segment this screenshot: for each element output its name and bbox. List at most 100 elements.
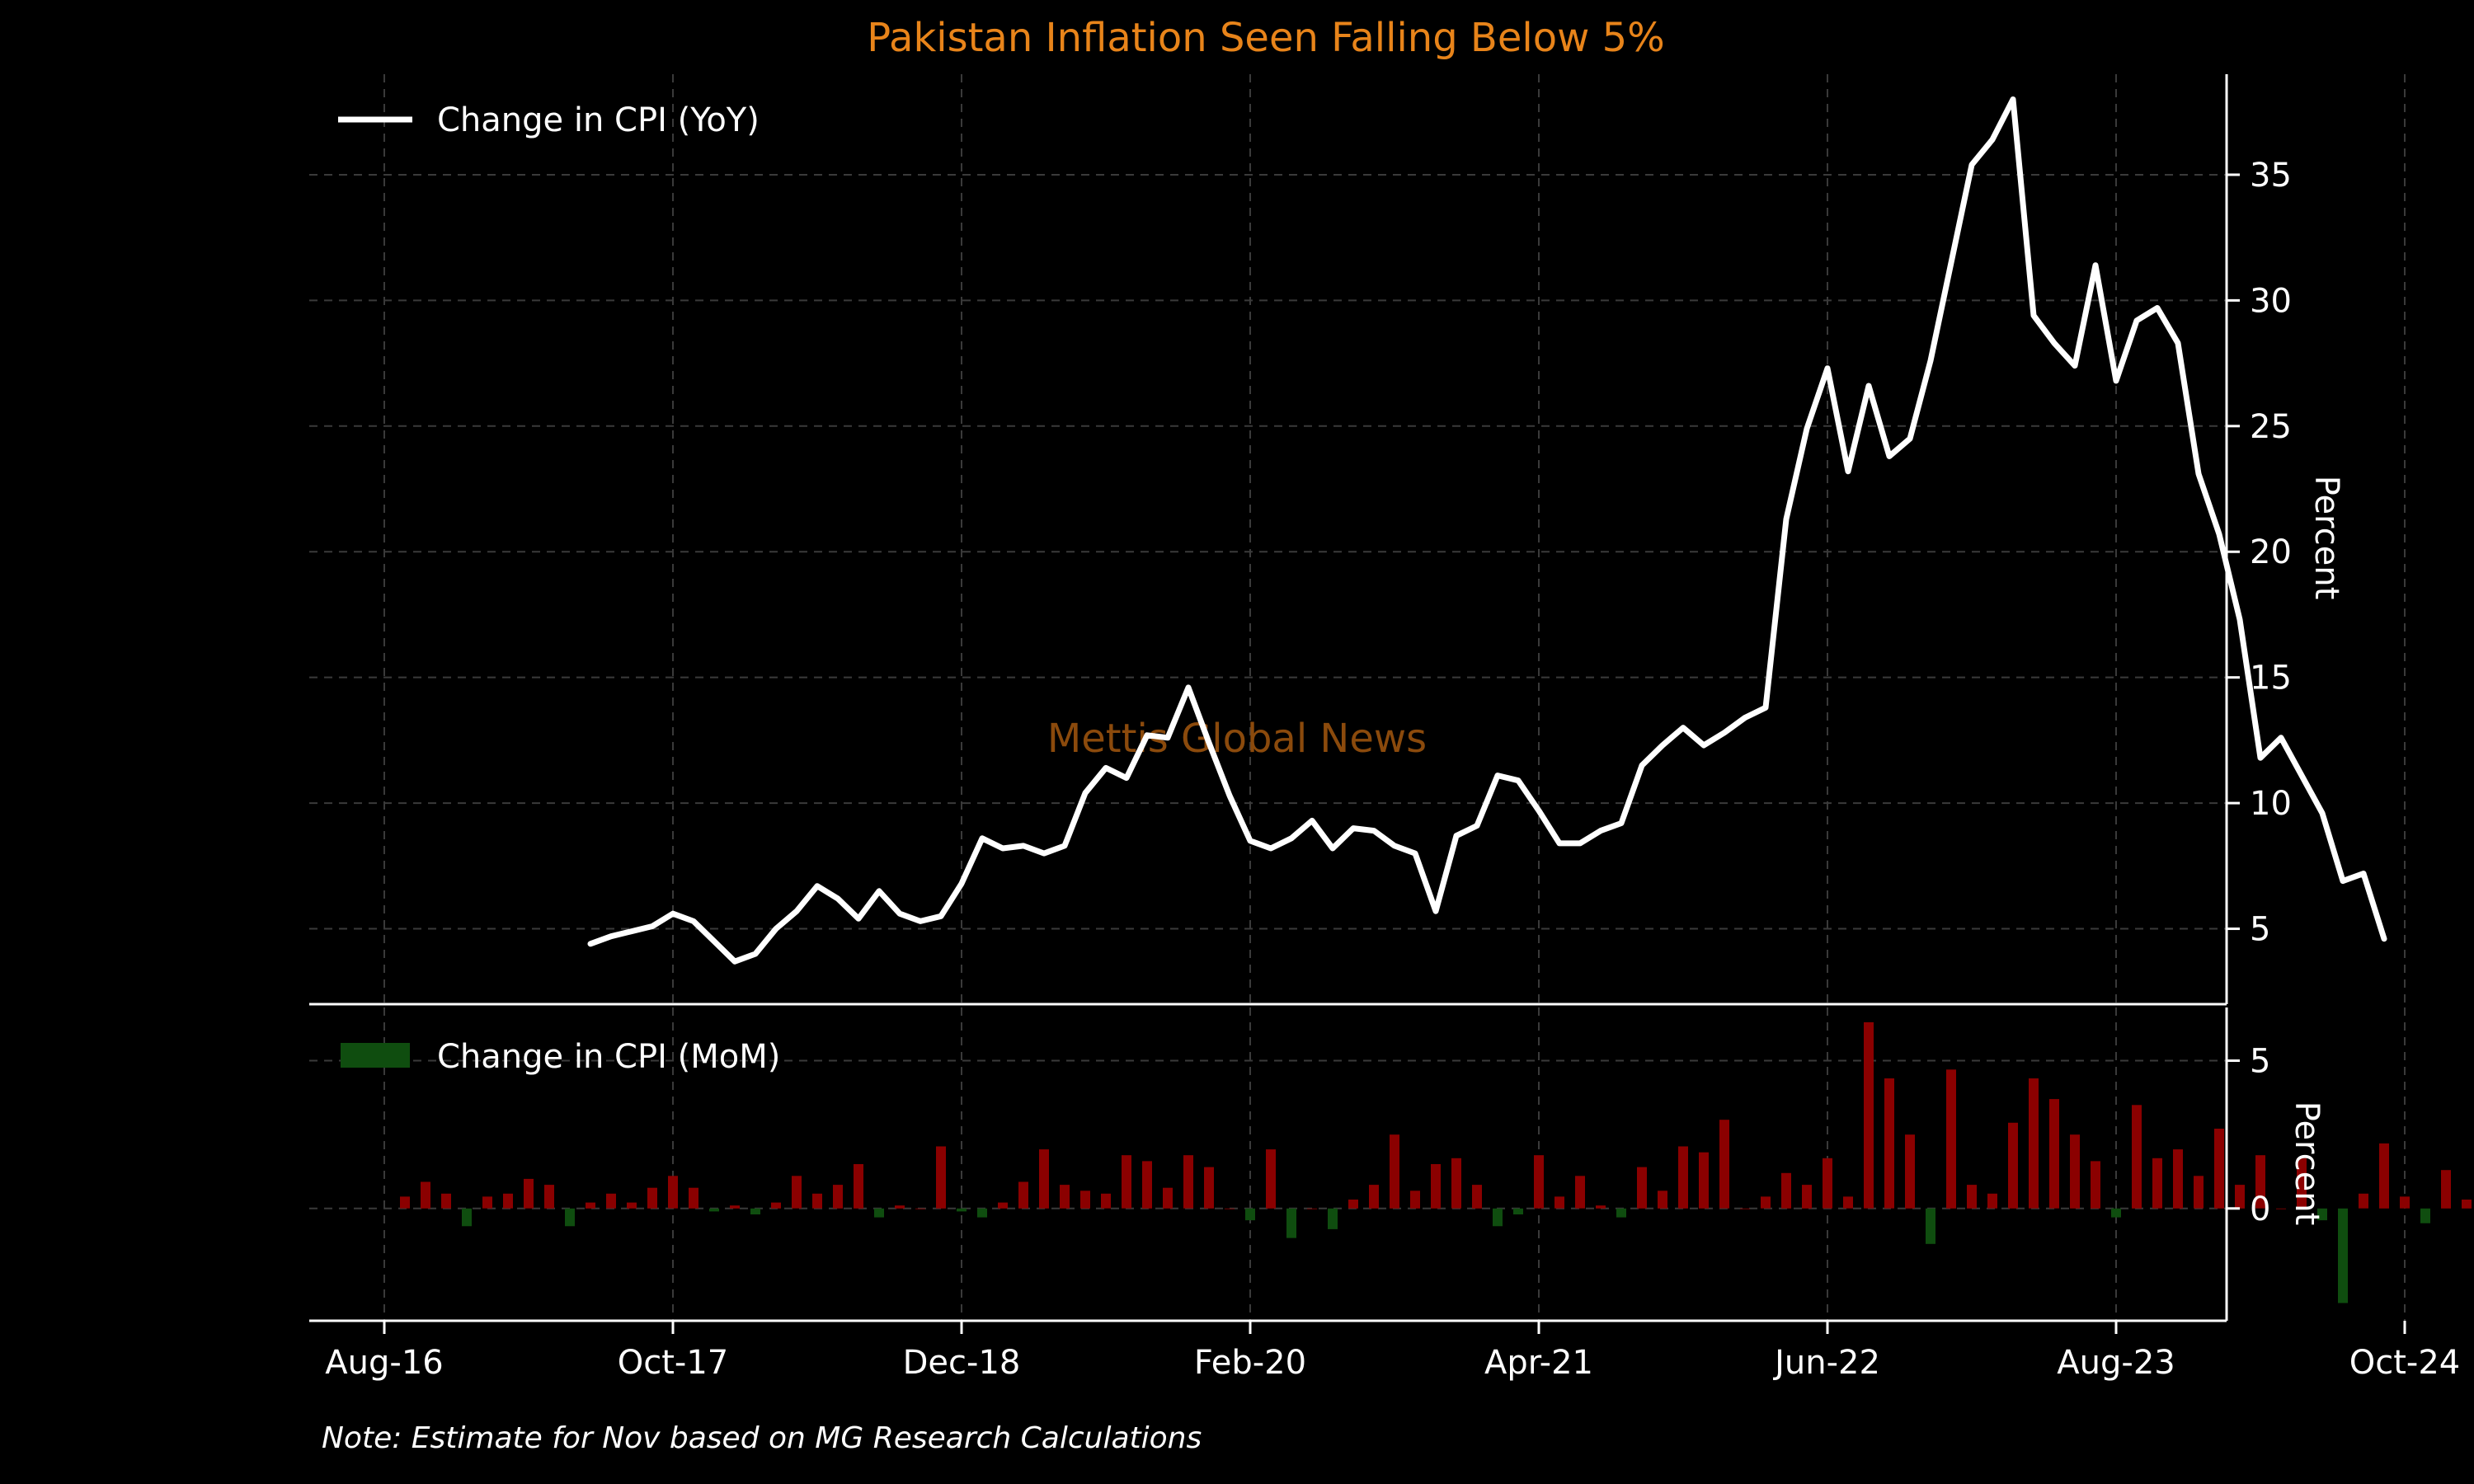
mom-bar — [524, 1178, 534, 1209]
yoy-y-axis: 5 10 15 20 25 30 35 — [309, 74, 2292, 1006]
mom-bar — [1905, 1134, 1915, 1209]
mom-bar — [1781, 1172, 1791, 1209]
yoy-gridlines — [309, 74, 2406, 1004]
x-tick-label: Aug-16 — [325, 1344, 443, 1382]
yoy-y-tick-label: 15 — [2250, 660, 2292, 697]
mom-bar — [1328, 1208, 1338, 1229]
mom-y-axis: 05 — [309, 1007, 2270, 1322]
mom-bar — [2029, 1078, 2039, 1209]
mom-bar — [1348, 1200, 1358, 1209]
mom-bar — [2462, 1200, 2472, 1209]
mom-bar — [2235, 1185, 2245, 1209]
mom-bar — [689, 1187, 698, 1209]
mom-bar — [2359, 1193, 2368, 1209]
mom-bar — [2070, 1134, 2080, 1209]
mom-bar — [1967, 1185, 1977, 1209]
mom-bar — [1493, 1208, 1503, 1227]
mom-bar — [1039, 1149, 1049, 1209]
mom-bar — [2091, 1161, 2100, 1209]
footnote: Note: Estimate for Nov based on MG Resea… — [322, 1421, 1202, 1455]
mom-bar — [586, 1202, 595, 1209]
mom-bar — [2214, 1129, 2224, 1209]
mom-bar — [1513, 1208, 1523, 1214]
mom-bar — [792, 1176, 802, 1209]
mom-bar — [1183, 1155, 1193, 1209]
mom-bar — [2297, 1158, 2307, 1209]
mom-bar — [627, 1202, 637, 1209]
mom-bar — [1431, 1164, 1441, 1209]
mom-bar — [936, 1146, 946, 1209]
yoy-legend-label: Change in CPI (YoY) — [437, 101, 760, 139]
mom-bar — [1926, 1208, 1935, 1244]
mom-bar — [1864, 1021, 1874, 1209]
mom-bar — [1266, 1149, 1276, 1209]
mom-bar — [1390, 1134, 1399, 1209]
mom-bar — [1678, 1146, 1688, 1209]
mom-bar — [606, 1193, 616, 1209]
yoy-y-tick-label: 25 — [2250, 408, 2292, 446]
mom-bar — [750, 1208, 760, 1214]
mom-bar — [1946, 1069, 1956, 1209]
mom-bar — [1451, 1158, 1461, 1209]
mom-bar — [2194, 1176, 2204, 1209]
mom-bar — [874, 1208, 884, 1218]
mom-y-axis-label: Percent — [2288, 1101, 2326, 1226]
yoy-cpi-line — [587, 96, 2387, 965]
yoy-series — [587, 96, 2387, 965]
mom-bar — [1369, 1185, 1379, 1209]
mom-y-tick-label: 5 — [2250, 1043, 2270, 1081]
mom-bar — [2255, 1155, 2265, 1209]
mom-bar — [482, 1196, 492, 1209]
x-tick-label: Dec-18 — [903, 1344, 1021, 1382]
mom-legend-swatch — [341, 1043, 410, 1068]
mom-bar — [1823, 1158, 1832, 1209]
mom-bar — [503, 1193, 513, 1209]
mom-bar — [2379, 1143, 2389, 1209]
mom-bar — [400, 1196, 410, 1209]
x-tick-label: Oct-24 — [2349, 1344, 2461, 1382]
mom-bar — [2132, 1105, 2142, 1209]
mom-bar — [421, 1181, 430, 1209]
mom-legend-label: Change in CPI (MoM) — [437, 1038, 780, 1076]
yoy-y-tick-label: 30 — [2250, 282, 2292, 320]
mom-bar — [771, 1202, 781, 1209]
mom-bar — [1596, 1205, 1606, 1209]
mom-bar — [1122, 1155, 1131, 1209]
mom-bar — [2317, 1208, 2327, 1221]
x-tick-label: Oct-17 — [618, 1344, 729, 1382]
mom-bar — [1884, 1078, 1894, 1209]
mom-bar — [1843, 1196, 1853, 1209]
mom-bar — [565, 1208, 575, 1227]
mom-bar — [441, 1193, 451, 1209]
mom-bar — [895, 1205, 905, 1209]
mom-y-tick-label: 0 — [2250, 1190, 2270, 1228]
mom-panel: 05 Aug-16 Oct-17 Dec-18 Feb-20 Apr-21 Jun-22 A… — [309, 1007, 2472, 1382]
chart-title: Pakistan Inflation Seen Falling Below 5% — [867, 15, 1665, 61]
mom-bar — [1616, 1208, 1626, 1218]
mom-bar — [1658, 1190, 1667, 1209]
mom-bar — [998, 1202, 1008, 1209]
mom-bar — [1101, 1193, 1111, 1209]
mom-bar — [1637, 1167, 1647, 1209]
mom-bar — [647, 1187, 657, 1209]
mom-bar — [709, 1208, 719, 1212]
mom-bar — [1534, 1155, 1544, 1209]
mom-bar — [544, 1185, 554, 1209]
x-tick-label: Aug-23 — [2057, 1344, 2175, 1382]
mom-bar — [1802, 1185, 1812, 1209]
mom-bar — [1018, 1181, 1028, 1209]
mom-bar — [1060, 1185, 1070, 1209]
mom-bar — [2338, 1208, 2348, 1303]
mom-bar — [1410, 1190, 1420, 1209]
yoy-y-tick-label: 20 — [2250, 533, 2292, 571]
yoy-legend: Change in CPI (YoY) — [338, 101, 760, 139]
yoy-y-tick-label: 35 — [2250, 157, 2292, 195]
mom-bar — [1080, 1190, 1090, 1209]
mom-bar — [730, 1205, 740, 1209]
x-tick-label: Apr-21 — [1484, 1344, 1593, 1382]
mom-bar — [1472, 1185, 1482, 1209]
x-tick-label: Jun-22 — [1772, 1344, 1880, 1382]
mom-bar — [833, 1185, 843, 1209]
mom-bar — [2111, 1208, 2121, 1218]
